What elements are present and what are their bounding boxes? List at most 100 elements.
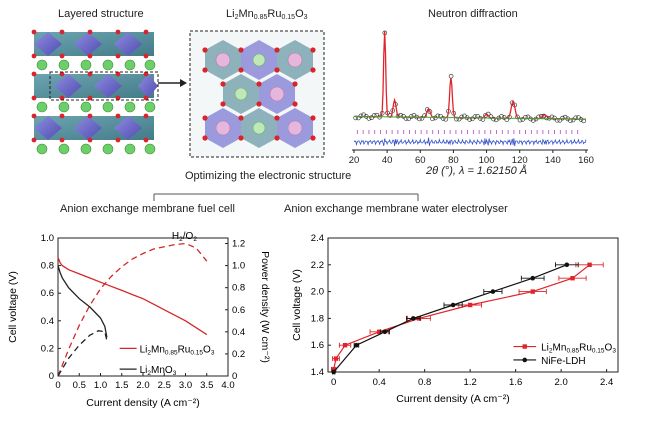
r-marker-1-3 — [410, 316, 416, 321]
r-y-tick-label-5: 2.4 — [311, 233, 324, 244]
r-y-axis-label: Cell voltage (V) — [291, 269, 303, 341]
formula-ru-sub: 0.15 — [281, 14, 296, 21]
legend-mno3-part-3: 3 — [173, 370, 177, 377]
left-y-tick-label-1: 0.2 — [41, 343, 54, 354]
formula-li-sub: 2 — [234, 14, 239, 21]
legend-label-mno3: Li2MnO3 — [140, 365, 177, 377]
legend-ru-part-7: 3 — [211, 349, 215, 356]
observed-point — [440, 116, 446, 121]
r-legend-ru-part-1: 2 — [549, 348, 553, 355]
r-marker-1-4 — [450, 302, 456, 308]
observed-point — [501, 115, 507, 120]
left-x-tick-label-1: 0.5 — [73, 380, 86, 391]
r-y-tick-label-2: 1.8 — [311, 313, 324, 324]
neutron-tick-label-6: 140 — [545, 155, 561, 166]
legend-ru-part-5: 0.15 — [190, 349, 203, 356]
right-y-tick-label-1: 0.2 — [232, 349, 245, 360]
difference-curve — [353, 137, 587, 147]
formula-title: Li2Mn0.85Ru0.15O3 — [226, 8, 308, 21]
r-x-tick-label-3: 1.2 — [464, 377, 477, 388]
ann-h: H — [172, 231, 179, 242]
r-legend-ru-part-0: Li — [541, 343, 549, 354]
neutron-plot-area — [353, 30, 587, 147]
left-x-tick-label-0: 0 — [55, 380, 60, 391]
left-x-tick-label-7: 3.5 — [200, 380, 213, 391]
r-marker-1-2 — [382, 329, 388, 335]
left-y-tick-label-3: 0.6 — [41, 288, 54, 299]
r-x-tick-label-4: 1.6 — [509, 377, 522, 388]
r-legend-label-ldh: NiFe-LDH — [541, 356, 585, 367]
neutron-diffraction-title: Neutron diffraction — [428, 8, 518, 20]
r-y-tick-label-4: 2.2 — [311, 260, 324, 271]
left-x-tick-label-2: 1.0 — [94, 380, 107, 391]
r-y-tick-label-3: 2.0 — [311, 287, 324, 298]
fuel-cell-chart: 0 0.5 1.0 1.5 2.0 2.5 3.0 3.5 4.000.20.40.60.81.… — [7, 231, 271, 409]
electrolyser-chart: 0 0.4 0.8 1.2 1.6 2.0 2.4 1.4 1.6 1.8 2.0 2.2 2.4 Cur… — [291, 233, 619, 405]
right-y-tick-label-3: 0.6 — [232, 305, 245, 316]
r-marker-1-1 — [354, 342, 359, 348]
r-marker-0-1 — [333, 356, 339, 361]
ru-sites — [215, 52, 303, 136]
legend-ru-part-2: Mn — [151, 344, 165, 355]
legend-mno3-part-0: Li — [140, 365, 148, 376]
observed-point — [491, 116, 496, 122]
r-x-axis-label: Current density (A cm⁻²) — [396, 393, 510, 405]
legend-ru-part-0: Li — [140, 344, 148, 355]
right-y-tick-label-0: 0 — [232, 371, 237, 382]
r-marker-1-0 — [331, 369, 336, 375]
r-marker-1-7 — [564, 262, 570, 268]
observed-point — [552, 115, 557, 121]
r-marker-1-6 — [530, 275, 536, 281]
r-marker-0-3 — [376, 329, 382, 334]
left-y-tick-label-5: 1.0 — [41, 233, 54, 244]
oxygen-atoms — [31, 29, 149, 143]
legend-ru-part-1: 2 — [147, 349, 151, 356]
neutron-tick-label-4: 100 — [479, 155, 495, 166]
calculated-profile — [354, 31, 586, 120]
neutron-tick-label-5: 120 — [512, 155, 528, 166]
left-y-tick-label-4: 0.8 — [41, 261, 54, 272]
observed-point — [358, 113, 364, 119]
r-legend-label-ru: Li2Mn0.85Ru0.15O3 — [541, 343, 616, 355]
r-legend-ru-part-7: 3 — [612, 348, 616, 355]
left-x-tick-label-5: 2.5 — [158, 380, 171, 391]
electrolyser-section-title: Anion exchange membrane water electrolys… — [284, 203, 508, 215]
r-x-tick-label-1: 0.4 — [373, 377, 386, 388]
right-y-tick-label-6: 1.2 — [232, 239, 245, 250]
ann-sep: /O — [183, 231, 194, 242]
r-x-tick-label-0: 0 — [331, 377, 336, 388]
li-sites — [234, 53, 266, 135]
legend-mno3-part-2: MnO — [151, 365, 173, 376]
optimization-label: Optimizing the electronic structure — [181, 170, 356, 182]
r-legend-marker-ru — [522, 344, 527, 349]
r-x-tick-label-6: 2.4 — [600, 377, 613, 388]
left-y-tick-label-2: 0.4 — [41, 316, 54, 327]
r-x-tick-label-2: 0.8 — [418, 377, 431, 388]
r-marker-0-2 — [342, 343, 348, 348]
r-marker-0-8 — [587, 262, 592, 267]
r-legend-ru-part-2: Mn — [553, 343, 567, 354]
left-x-tick-label-4: 2.0 — [136, 380, 149, 391]
series-line-2 — [57, 265, 108, 338]
right-y-axis-label: Power density (W cm⁻²) — [259, 251, 271, 363]
left-x-tick-label-8: 4.0 — [221, 380, 234, 391]
observed-point — [419, 115, 425, 121]
left-x-tick-label-6: 3.0 — [179, 380, 192, 391]
neutron-tick-label-3: 80 — [448, 155, 459, 166]
legend-ru-part-6: O — [203, 344, 211, 355]
neutron-tick-label-1: 40 — [382, 155, 393, 166]
observed-point — [560, 115, 565, 121]
neutron-x-label: 2θ (°), λ = 1.62150 Å — [426, 165, 528, 177]
left-y-axis-label: Cell voltage (V) — [7, 271, 19, 343]
right-y-tick-label-2: 0.4 — [232, 327, 245, 338]
observed-point — [395, 113, 401, 119]
legend-label-ru: Li2Mn0.85Ru0.15O3 — [140, 344, 215, 356]
observed-point — [515, 114, 520, 120]
selection-box — [49, 71, 159, 101]
series-line-1 — [57, 242, 208, 377]
lithium-atoms — [36, 59, 156, 155]
r-legend-ru-part-4: Ru — [579, 343, 592, 354]
r-y-tick-label-0: 1.4 — [311, 367, 324, 378]
r-y-tick-label-1: 1.6 — [311, 340, 324, 351]
observed-point — [523, 114, 528, 120]
